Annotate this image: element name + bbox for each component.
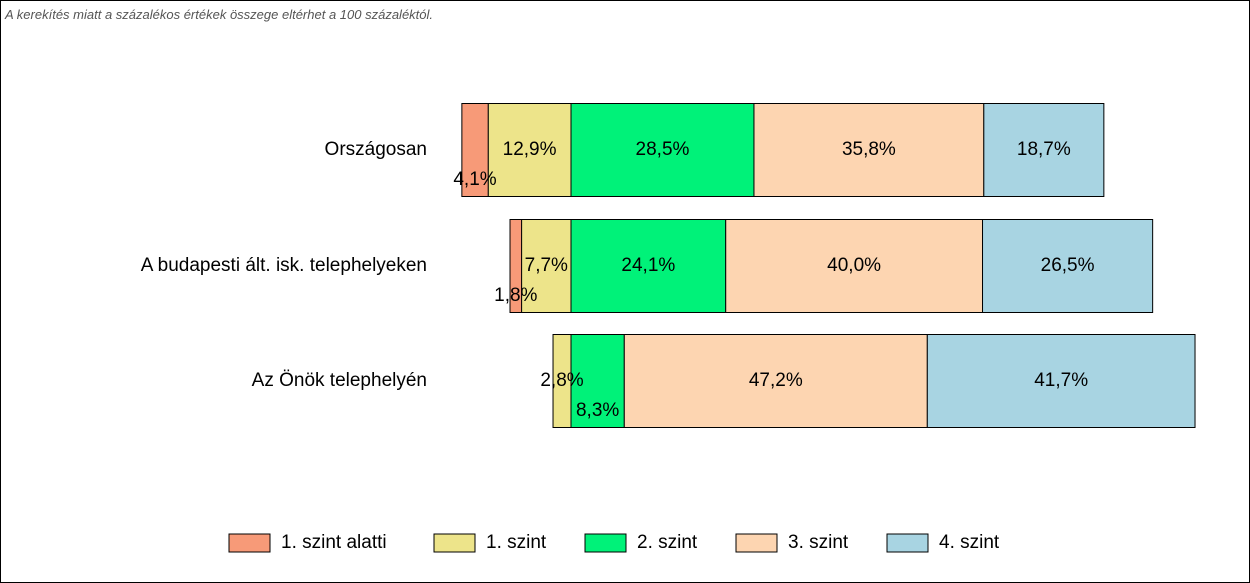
legend-label: 1. szint alatti — [281, 532, 387, 553]
legend-swatch — [886, 533, 929, 553]
bar-segment — [983, 103, 1105, 197]
bar-segment — [725, 219, 984, 313]
data-label: 4,1% — [453, 169, 496, 190]
legend-label: 4. szint — [939, 532, 1000, 553]
legend-label: 2. szint — [637, 532, 698, 553]
bar-segment — [926, 334, 1196, 428]
bar-segment — [570, 334, 625, 428]
bar-segment — [509, 219, 523, 313]
bar-segment — [753, 103, 985, 197]
data-label: 2,8% — [540, 370, 583, 391]
data-label: 40,0% — [827, 255, 881, 276]
bar-segment — [521, 219, 572, 313]
bar-segment — [570, 219, 727, 313]
data-label: 1,8% — [494, 285, 537, 306]
legend-swatch — [584, 533, 627, 553]
chart-note: A kerekítés miatt a százalékos értékek ö… — [4, 7, 433, 22]
legend-label: 3. szint — [788, 532, 849, 553]
legend-swatch — [228, 533, 271, 553]
data-label: 26,5% — [1041, 255, 1095, 276]
category-label: A budapesti ált. isk. telephelyeken — [141, 255, 427, 276]
data-label: 24,1% — [621, 255, 675, 276]
bar-segment — [982, 219, 1154, 313]
data-label: 28,5% — [636, 139, 690, 160]
bar-segment — [487, 103, 572, 197]
legend-swatch — [735, 533, 778, 553]
bar-segment — [623, 334, 928, 428]
category-label: Országosan — [325, 139, 427, 160]
legend-swatch — [433, 533, 476, 553]
data-label: 8,3% — [576, 400, 619, 421]
bar-segment — [461, 103, 489, 197]
data-label: 7,7% — [525, 255, 568, 276]
legend-label: 1. szint — [486, 532, 547, 553]
data-label: 12,9% — [503, 139, 557, 160]
data-label: 47,2% — [749, 370, 803, 391]
data-label: 41,7% — [1034, 370, 1088, 391]
category-label: Az Önök telephelyén — [252, 370, 427, 391]
data-label: 35,8% — [842, 139, 896, 160]
bar-segment — [570, 103, 755, 197]
data-label: 18,7% — [1017, 139, 1071, 160]
